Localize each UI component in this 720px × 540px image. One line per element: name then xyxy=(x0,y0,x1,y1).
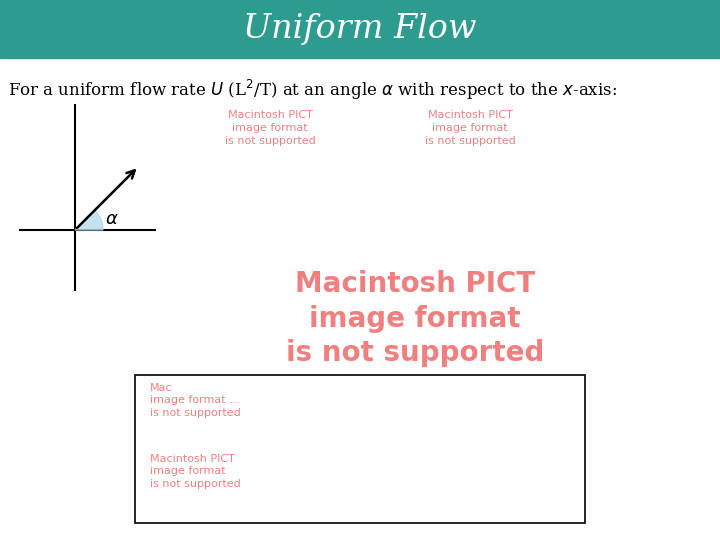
Text: $\alpha$: $\alpha$ xyxy=(105,210,119,228)
Bar xyxy=(0,0,720,58)
Bar xyxy=(135,375,585,523)
Text: Macintosh PICT
image format
is not supported: Macintosh PICT image format is not suppo… xyxy=(425,110,516,146)
Text: For a uniform flow rate $U$ (L$^2$/T) at an angle $\alpha$ with respect to the $: For a uniform flow rate $U$ (L$^2$/T) at… xyxy=(8,78,617,102)
Text: Uniform Flow: Uniform Flow xyxy=(243,13,477,45)
Text: Macintosh PICT
image format
is not supported: Macintosh PICT image format is not suppo… xyxy=(225,110,315,146)
Text: Macintosh PICT
image format
is not supported: Macintosh PICT image format is not suppo… xyxy=(286,270,544,367)
Text: Mac
image format ...
is not supported: Mac image format ... is not supported xyxy=(150,383,240,418)
Text: Macintosh PICT
image format
is not supported: Macintosh PICT image format is not suppo… xyxy=(150,454,240,489)
Polygon shape xyxy=(75,210,103,230)
